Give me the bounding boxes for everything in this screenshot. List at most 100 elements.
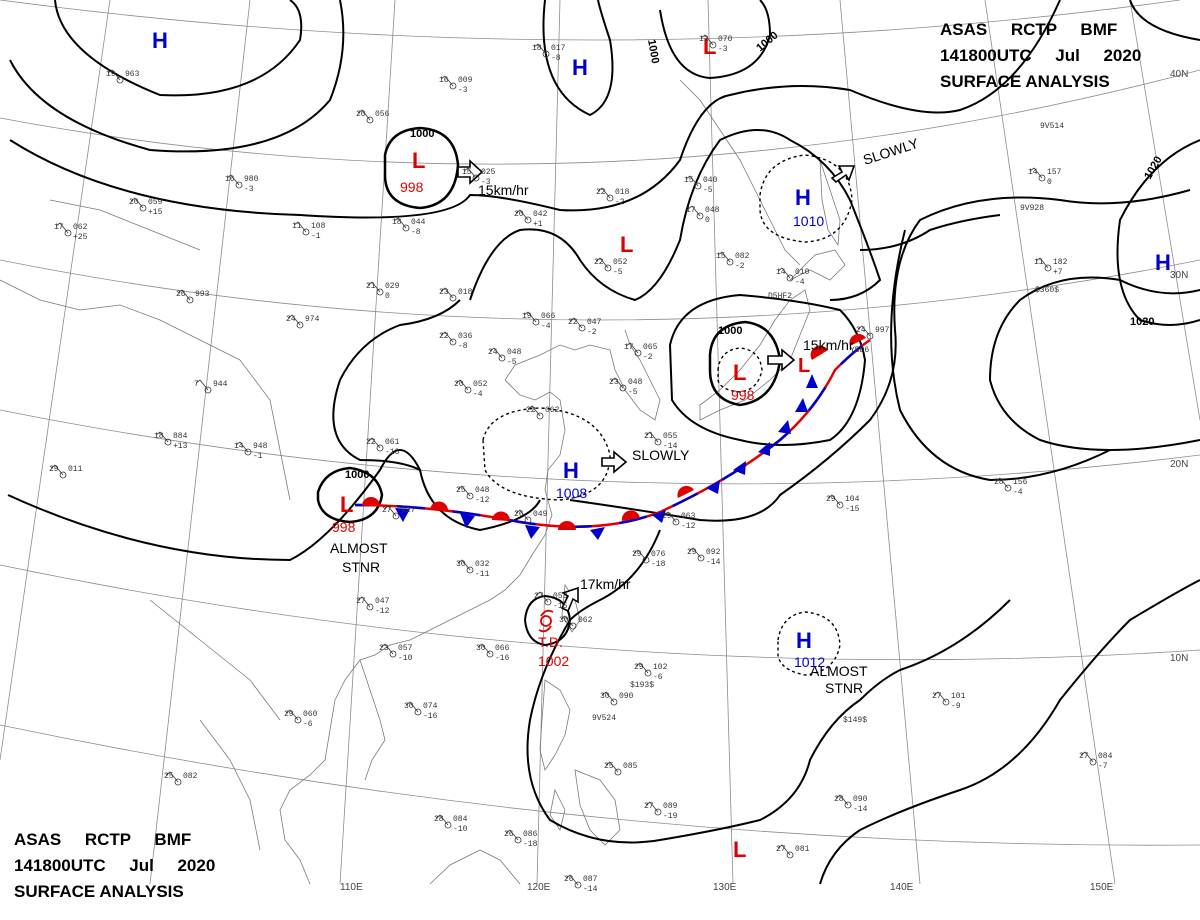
wind-barb-icon xyxy=(50,464,64,476)
station-circle-icon xyxy=(376,444,384,452)
station-plot: 28 084-10 xyxy=(434,814,468,834)
station-circle-icon xyxy=(204,386,212,394)
station-plot: 18 884+13 xyxy=(154,431,188,451)
station-tendency: -14 xyxy=(706,558,721,567)
station-tendency: -10 xyxy=(385,448,400,457)
wind-barb-icon xyxy=(633,549,647,561)
station-tendency: -4 xyxy=(473,390,483,399)
latitude-labels: 40N 30N 20N 10N xyxy=(1170,69,1188,664)
station-tendency: 0 xyxy=(1047,178,1052,187)
wind-barb-icon xyxy=(827,494,841,506)
station-circle-icon xyxy=(498,354,506,362)
station-temp: 25 xyxy=(604,762,614,771)
station-pressure: 059 xyxy=(148,198,163,207)
station-temp: 11 xyxy=(292,222,302,231)
high-northwest-letter: H xyxy=(152,28,168,53)
station-temp: 22 xyxy=(596,188,606,197)
wind-barb-icon xyxy=(835,794,849,806)
ship-id: $360$ xyxy=(1035,286,1059,295)
low-manchuria-letter: L xyxy=(620,232,633,257)
station-plot: 30 032-11 xyxy=(456,559,490,579)
station-plot: 27 027 xyxy=(382,505,416,520)
station-circle-icon xyxy=(402,224,410,232)
station-plot: 26 086-18 xyxy=(504,829,538,849)
station-tendency: -16 xyxy=(423,712,438,721)
station-temp: 29 xyxy=(632,550,642,559)
station-circle-icon xyxy=(514,836,522,844)
station-circle-icon xyxy=(366,603,374,611)
station-temp: 14 xyxy=(776,268,786,277)
station-temp: 16 xyxy=(225,175,235,184)
station-temp: 26 xyxy=(504,830,514,839)
wind-barb-icon xyxy=(177,289,191,301)
station-tendency: -6 xyxy=(653,673,663,682)
station-circle-icon xyxy=(619,384,627,392)
station-pressure: 062 xyxy=(578,616,593,625)
station-temp: 29 xyxy=(662,512,672,521)
station-circle-icon xyxy=(1089,758,1097,766)
wind-barb-icon xyxy=(107,69,121,81)
station-pressure: 182 xyxy=(1053,258,1068,267)
station-tendency: -10 xyxy=(398,654,413,663)
station-temp: 14 xyxy=(1028,168,1038,177)
station-temp: 17 xyxy=(624,343,634,352)
station-plot: 27 089-19 xyxy=(644,801,678,821)
station-plot: 27 053-15 xyxy=(534,591,568,611)
station-tendency: -6 xyxy=(303,720,313,729)
station-temp: 26 xyxy=(564,875,574,884)
wind-barb-icon xyxy=(195,379,209,391)
station-circle-icon xyxy=(697,554,705,562)
station-circle-icon xyxy=(726,258,734,266)
wind-barb-icon xyxy=(440,287,454,299)
lon-label-140e: 140E xyxy=(890,882,914,893)
lon-label-120e: 120E xyxy=(527,882,551,893)
wind-barb-icon xyxy=(155,431,169,443)
station-plot: 25 082 xyxy=(164,771,198,786)
station-tendency: -5 xyxy=(507,358,517,367)
wind-barb-icon xyxy=(455,379,469,391)
station-temp: 22 xyxy=(366,438,376,447)
station-pressure: 009 xyxy=(458,76,473,85)
station-pressure: 157 xyxy=(1047,168,1062,177)
footer-line-2: 141800UTC Jul 2020 xyxy=(14,856,215,875)
station-pressure: 081 xyxy=(795,845,810,854)
station-pressure: 052 xyxy=(613,258,628,267)
wind-barb-icon xyxy=(515,209,529,221)
station-circle-icon xyxy=(610,698,618,706)
station-tendency: -2 xyxy=(615,198,625,207)
station-plot: 23 048-5 xyxy=(609,377,643,397)
station-plot: 30 090 xyxy=(600,691,634,706)
station-pressure: 044 xyxy=(411,218,426,227)
station-temp: 20 xyxy=(356,110,366,119)
station-pressure: 018 xyxy=(615,188,630,197)
station-circle-icon xyxy=(696,212,704,220)
station-pressure: 062 xyxy=(73,223,88,232)
station-circle-icon xyxy=(786,274,794,282)
station-pressure: 065 xyxy=(643,343,658,352)
station-pressure: 087 xyxy=(583,875,598,884)
wind-barb-icon xyxy=(235,441,249,453)
station-pressure: 018 xyxy=(458,288,473,297)
station-temp: 12 xyxy=(699,35,709,44)
station-plot: 25 085 xyxy=(604,761,638,776)
wind-barb-icon xyxy=(569,317,583,329)
ship-id: $149$ xyxy=(843,716,867,725)
station-temp: 19 xyxy=(106,70,116,79)
station-pressure: 066 xyxy=(495,644,510,653)
station-temp: 29 xyxy=(687,548,697,557)
station-plot: 27 101-9 xyxy=(932,691,966,711)
station-pressure: 053 xyxy=(553,592,568,601)
station-temp: 25 xyxy=(164,772,174,781)
station-circle-icon xyxy=(59,471,67,479)
station-tendency: +7 xyxy=(1053,268,1063,277)
station-circle-icon xyxy=(449,294,457,302)
station-tendency: -4 xyxy=(1013,488,1023,497)
dotted-contours xyxy=(482,154,853,676)
low-southwest-pressure: 998 xyxy=(332,519,356,535)
tropical-depression: T.D. 1002 17km/hr xyxy=(538,576,631,669)
isobar-label-1020-east: 1020 xyxy=(1142,154,1165,181)
station-temp: 21 xyxy=(644,432,654,441)
station-pressure: 048 xyxy=(475,486,490,495)
station-temp: 24 xyxy=(856,326,866,335)
wind-barb-icon xyxy=(380,643,394,655)
